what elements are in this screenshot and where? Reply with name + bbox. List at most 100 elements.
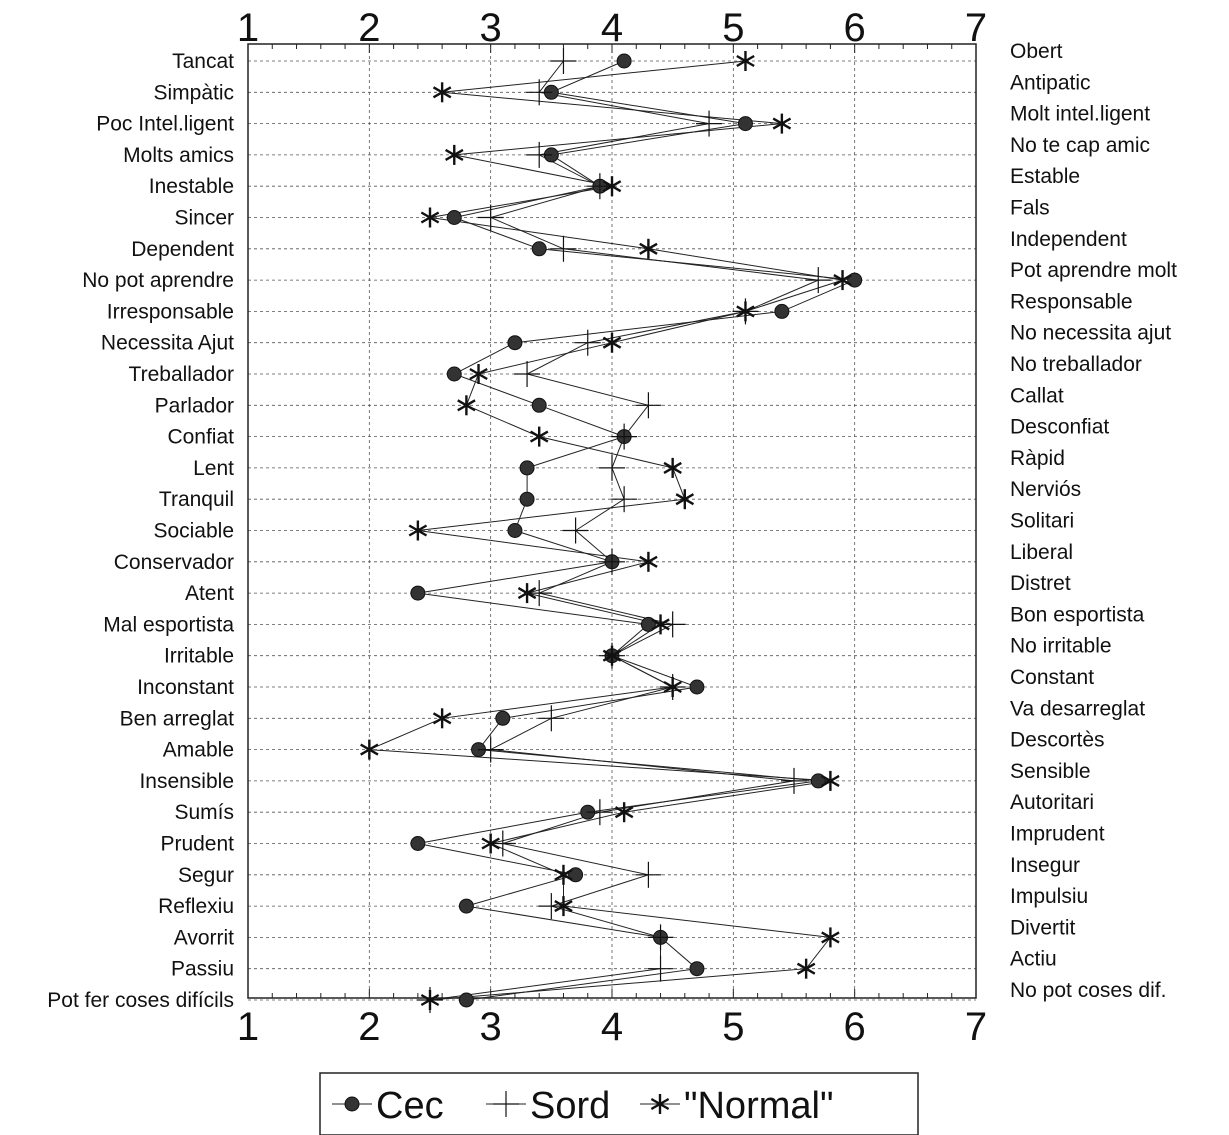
legend-box	[319, 1072, 919, 1135]
data-point	[554, 896, 573, 917]
right-label: Imprudent	[1010, 823, 1105, 846]
data-point	[410, 836, 426, 851]
data-point	[796, 958, 816, 979]
left-label: Pot fer coses difícils	[47, 989, 234, 1012]
data-point	[526, 79, 553, 106]
data-point	[554, 864, 573, 885]
x-tick-label-top: 1	[237, 6, 259, 50]
legend-label: Sord	[530, 1085, 610, 1127]
data-point	[737, 116, 753, 132]
data-point	[647, 924, 674, 951]
right-label: Independent	[1010, 228, 1127, 251]
data-point	[446, 210, 462, 225]
right-label: Desconfiat	[1010, 416, 1109, 439]
right-label: Liberal	[1010, 541, 1073, 564]
right-label: No necessita ajut	[1010, 322, 1171, 345]
x-tick-label-bottom: 4	[601, 1005, 623, 1049]
legend-label: Cec	[376, 1085, 444, 1127]
left-label: Amable	[163, 739, 234, 762]
right-label: Estable	[1010, 165, 1080, 188]
left-label: Confiat	[167, 426, 234, 449]
left-label: Irresponsable	[107, 300, 234, 323]
right-label: Solitari	[1010, 510, 1074, 533]
x-tick-label-top: 6	[844, 6, 866, 50]
legend-label: "Normal"	[684, 1085, 833, 1127]
legend-marker	[493, 1091, 519, 1117]
right-label: Sensible	[1010, 760, 1091, 783]
data-point	[781, 767, 807, 794]
data-point	[519, 460, 535, 476]
x-tick-label-top: 3	[480, 6, 502, 50]
right-label: Pot aprendre molt	[1010, 259, 1177, 282]
data-point	[647, 955, 674, 982]
data-point	[458, 992, 474, 1008]
data-point	[529, 426, 549, 447]
x-tick-label-bottom: 5	[722, 1005, 744, 1049]
data-point	[481, 833, 500, 854]
data-point	[689, 679, 705, 695]
right-label: Antipatic	[1010, 71, 1091, 94]
data-point	[614, 802, 634, 823]
legend: Cec Sord "Normal"	[319, 1072, 919, 1135]
data-point	[611, 486, 638, 513]
data-point	[602, 332, 622, 353]
x-tick-label-top: 7	[965, 6, 987, 50]
data-point	[458, 898, 474, 914]
x-tick-label-top: 4	[601, 6, 623, 50]
series-lines	[360, 48, 863, 1013]
data-point	[675, 489, 695, 510]
data-point	[659, 611, 686, 638]
legend-marker	[650, 1094, 670, 1114]
left-label: Lent	[193, 457, 234, 480]
data-point	[507, 335, 523, 351]
legend-marker	[344, 1096, 360, 1112]
right-label: Descortès	[1010, 729, 1105, 752]
data-point	[821, 770, 840, 791]
data-point	[507, 523, 523, 538]
data-point	[772, 113, 792, 134]
data-point	[833, 270, 852, 291]
data-point	[774, 303, 790, 319]
left-label: Passiu	[171, 958, 234, 981]
left-label: Tranquil	[159, 488, 234, 511]
data-point	[640, 616, 656, 632]
x-tick-label-bottom: 1	[237, 1005, 259, 1049]
data-point	[847, 272, 863, 288]
left-label: Atent	[185, 582, 234, 605]
data-point	[736, 51, 755, 71]
x-tick-label-bottom: 6	[844, 1005, 866, 1049]
right-label: Bon esportista	[1010, 603, 1145, 626]
data-point	[514, 361, 541, 387]
data-point	[689, 961, 705, 977]
left-label: Insensible	[139, 770, 234, 793]
data-point	[526, 580, 553, 607]
left-label: Inconstant	[137, 676, 234, 699]
data-point	[651, 614, 670, 635]
left-label: Segur	[178, 864, 234, 887]
data-point	[616, 53, 632, 69]
right-label: No te cap amic	[1010, 134, 1150, 157]
right-label: Insegur	[1010, 854, 1080, 877]
right-label: Autoritari	[1010, 791, 1094, 814]
data-point	[574, 329, 601, 356]
right-label: Responsable	[1010, 290, 1133, 313]
right-label: Ràpid	[1010, 447, 1065, 470]
left-label: Sociable	[153, 520, 234, 543]
data-point	[639, 238, 658, 259]
left-label: Reflexiu	[158, 895, 234, 918]
data-point	[410, 585, 426, 601]
data-point	[420, 207, 440, 228]
left-label: Sincer	[174, 207, 234, 230]
left-label: Conservador	[114, 551, 234, 574]
left-label: No pot aprendre	[82, 269, 234, 292]
data-point	[599, 454, 625, 481]
data-point	[736, 301, 755, 322]
data-point	[477, 204, 504, 231]
data-point	[602, 176, 622, 197]
data-point	[446, 366, 462, 382]
left-label: Inestable	[149, 175, 234, 198]
left-label: Dependent	[131, 238, 234, 261]
data-point	[469, 364, 488, 384]
data-point	[602, 645, 622, 666]
